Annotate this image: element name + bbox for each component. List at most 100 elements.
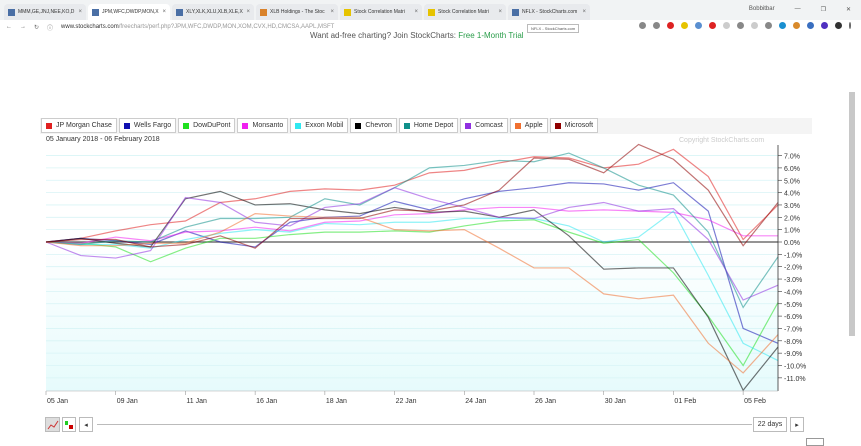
star-icon[interactable] — [653, 22, 660, 29]
y-tick-label: 0.0% — [784, 240, 800, 247]
legend-item[interactable]: Comcast — [460, 118, 508, 133]
legend-label: Comcast — [475, 122, 503, 129]
y-tick-label: -11.0% — [784, 376, 806, 383]
minimize-button[interactable]: — — [794, 6, 801, 12]
extension-icon[interactable] — [793, 22, 800, 29]
bar-chart-icon[interactable] — [62, 417, 76, 432]
close-tab-icon[interactable]: × — [246, 9, 250, 15]
window-controls: Bobbitbar — ❐ ✕ — [749, 6, 851, 13]
browser-tab[interactable]: Stock Correlation Matri × — [424, 4, 506, 20]
legend-swatch — [183, 122, 190, 129]
legend-item[interactable]: Apple — [509, 118, 548, 133]
series-line-apple — [45, 212, 779, 374]
favicon-icon — [8, 8, 15, 16]
y-tick-label: -6.0% — [784, 314, 802, 321]
close-tab-icon[interactable]: × — [78, 9, 82, 15]
extension-icon[interactable] — [821, 22, 828, 29]
x-tick-label: 16 Jan — [256, 398, 277, 405]
pinterest-icon[interactable] — [709, 22, 716, 29]
url-text[interactable]: www.stockcharts.com/freecharts/perf.php?… — [61, 24, 334, 30]
profile-name[interactable]: Bobbitbar — [748, 6, 775, 12]
legend-item[interactable]: JP Morgan Chase — [41, 118, 117, 133]
browser-tab[interactable]: NFLX - StockCharts.com × — [508, 4, 590, 20]
date-range: 05 January 2018 - 06 February 2018 — [46, 136, 160, 143]
extension-icon[interactable] — [807, 22, 814, 29]
tab-title: JPM,WFC,DWDP,MON,X — [102, 9, 159, 15]
chart-legend: JP Morgan Chase Wells Fargo DowDuPont Monsa… — [40, 118, 812, 134]
series-line-exxon-mobil — [45, 210, 779, 362]
menu-icon[interactable] — [849, 22, 851, 29]
legend-item[interactable]: Home Depot — [398, 118, 459, 133]
calendar-icon[interactable] — [806, 438, 824, 446]
x-tick-label: 01 Feb — [674, 398, 696, 405]
close-tab-icon[interactable]: × — [498, 9, 502, 15]
y-tick-label: -2.0% — [784, 265, 802, 272]
url-path: /freecharts/perf.php?JPM,WFC,DWDP,MON,XO… — [118, 24, 335, 30]
close-tab-icon[interactable]: × — [582, 9, 586, 15]
free-trial-link[interactable]: Free 1-Month Trial — [458, 31, 524, 40]
extension-icon[interactable] — [667, 22, 674, 29]
legend-item[interactable]: Monsanto — [237, 118, 289, 133]
x-tick-label: 05 Jan — [47, 398, 68, 405]
legend-item[interactable]: Exxon Mobil — [290, 118, 349, 133]
legend-item[interactable]: DowDuPont — [178, 118, 236, 133]
legend-label: Home Depot — [413, 122, 454, 129]
tab-title: Stock Correlation Matri — [438, 9, 489, 15]
extension-icon[interactable] — [681, 22, 688, 29]
tab-tooltip: NFLX - StockCharts.com — [527, 24, 580, 33]
line-chart-icon[interactable] — [45, 417, 60, 432]
legend-swatch — [355, 122, 362, 129]
browser-tab[interactable]: Stock Correlation Matri × — [340, 4, 422, 20]
y-tick-label: 5.0% — [784, 178, 800, 185]
chart-navigator: ◂ 22 days ▸ — [45, 417, 805, 433]
y-tick-label: 2.0% — [784, 215, 800, 222]
y-tick-label: -4.0% — [784, 289, 802, 296]
forward-icon[interactable]: → — [20, 24, 26, 30]
y-tick-label: -1.0% — [784, 252, 802, 259]
legend-item[interactable]: Chevron — [350, 118, 397, 133]
range-slider-track[interactable] — [97, 424, 752, 425]
close-window-button[interactable]: ✕ — [845, 7, 851, 13]
close-tab-icon[interactable]: × — [330, 9, 334, 15]
browser-tab[interactable]: XLY,XLK,XLU,XLB,XLE,XLP × — [172, 4, 254, 20]
x-tick-label: 18 Jan — [326, 398, 347, 405]
close-tab-icon[interactable]: × — [162, 9, 166, 15]
zoom-icon[interactable] — [639, 22, 646, 29]
legend-swatch — [403, 122, 410, 129]
legend-swatch — [242, 122, 249, 129]
extension-icon[interactable] — [779, 22, 786, 29]
browser-tab[interactable]: MMM,GE,JNJ,NEE,KO,D × — [4, 4, 86, 20]
favicon-icon — [260, 8, 267, 16]
legend-item[interactable]: Microsoft — [549, 118, 599, 133]
legend-item[interactable]: Wells Fargo — [118, 118, 177, 133]
restore-button[interactable]: ❐ — [820, 7, 826, 13]
series-line-monsanto — [45, 206, 778, 244]
y-tick-label: 7.0% — [784, 154, 800, 161]
browser-tab[interactable]: JPM,WFC,DWDP,MON,X × — [88, 4, 170, 20]
extension-icon[interactable] — [695, 22, 702, 29]
reload-icon[interactable]: ↻ — [34, 24, 40, 31]
extension-icon[interactable] — [835, 22, 842, 29]
page-scrollbar[interactable] — [849, 92, 855, 336]
extension-icon[interactable] — [751, 22, 758, 29]
extension-icon[interactable] — [723, 22, 730, 29]
favicon-icon — [512, 8, 519, 16]
extension-icons — [639, 22, 851, 29]
legend-swatch — [46, 122, 52, 129]
close-tab-icon[interactable]: × — [414, 9, 418, 15]
browser-tab[interactable]: XLB Holdings - The Stoc × — [256, 4, 338, 20]
period-display[interactable]: 22 days — [753, 417, 787, 432]
scroll-left-button[interactable]: ◂ — [79, 417, 93, 432]
extension-icon[interactable] — [765, 22, 772, 29]
y-tick-label: -10.0% — [784, 364, 806, 371]
x-tick-label: 26 Jan — [535, 398, 556, 405]
back-icon[interactable]: ← — [6, 24, 12, 30]
series-line-chevron — [45, 190, 779, 392]
scroll-right-button[interactable]: ▸ — [790, 417, 804, 432]
x-tick-label: 22 Jan — [396, 398, 417, 405]
x-tick-label: 24 Jan — [465, 398, 486, 405]
legend-label: Apple — [524, 122, 543, 129]
y-tick-label: 3.0% — [784, 203, 800, 210]
extension-icon[interactable] — [737, 22, 744, 29]
